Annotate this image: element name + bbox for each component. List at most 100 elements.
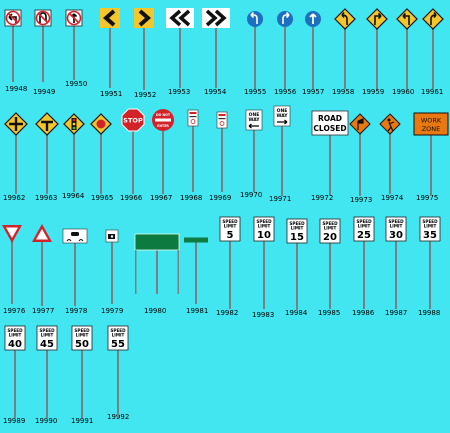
- svg-text:LIMIT: LIMIT: [76, 333, 89, 338]
- mandatory-right-icon: [277, 11, 293, 89]
- sign-19985: 19985: [0, 0, 340, 317]
- sign-code-label: 19982: [216, 309, 239, 317]
- sign-19975: 19975: [0, 0, 438, 202]
- sign-19966: 19966: [0, 0, 142, 202]
- sign-19962: 19962: [0, 0, 25, 202]
- speed-value: 25: [357, 230, 371, 241]
- sign-19951: 19951: [0, 0, 122, 98]
- sign-code-label: 19985: [318, 309, 341, 317]
- speed-value: 45: [40, 339, 54, 350]
- t-junction-warning-icon: [35, 112, 59, 194]
- sign-code-label: 19950: [65, 80, 88, 88]
- sign-19984: 19984: [0, 0, 307, 317]
- warning-curve-left-icon: [334, 8, 356, 89]
- sign-19961: 19961: [0, 0, 443, 96]
- sign-19967: 19967: [0, 0, 172, 202]
- sign-19960: 19960: [0, 0, 414, 96]
- speed-value: 15: [290, 232, 304, 243]
- sign-19978: 19978: [0, 0, 87, 315]
- svg-text:LIMIT: LIMIT: [390, 224, 403, 229]
- sign-code-label: 19974: [381, 194, 404, 202]
- sign-19969: 19969: [0, 0, 231, 202]
- stop-text: STOP: [123, 117, 143, 125]
- speed-value: 5: [227, 230, 234, 241]
- svg-text:SPEED: SPEED: [222, 219, 238, 224]
- sign-code-label: 19980: [144, 307, 167, 315]
- svg-text:LIMIT: LIMIT: [112, 333, 125, 338]
- sign-19950: 19950: [0, 0, 87, 88]
- warning-turn-left-icon: [396, 8, 418, 89]
- sign-code-label: 19953: [168, 88, 191, 96]
- no-left-turn-icon: [4, 9, 22, 82]
- mandatory-ahead-icon: [305, 11, 321, 89]
- sign-19981: 19981: [0, 0, 208, 315]
- svg-text:LIMIT: LIMIT: [291, 226, 304, 231]
- svg-text:SPEED: SPEED: [322, 221, 338, 226]
- sign-19959: 19959: [0, 0, 384, 96]
- speed-value: 40: [8, 339, 22, 350]
- speed-value: 20: [323, 232, 337, 243]
- workers-ahead-icon: [379, 113, 401, 194]
- svg-text:LIMIT: LIMIT: [258, 224, 271, 229]
- speed-value: 35: [423, 230, 437, 241]
- sign-code-label: 19948: [5, 85, 28, 93]
- sign-19990: 19990: [0, 0, 57, 425]
- sign-19988: 19988: [0, 0, 440, 317]
- sign-19974: 19974: [0, 0, 403, 202]
- svg-text:LIMIT: LIMIT: [9, 333, 22, 338]
- svg-text:SPEED: SPEED: [422, 219, 438, 224]
- sign-code-label: 19957: [302, 88, 325, 96]
- sign-19958: 19958: [0, 0, 354, 96]
- green-street-name-icon: [184, 237, 208, 304]
- sign-code-label: 19965: [91, 194, 114, 202]
- sign-code-label: 19955: [244, 88, 267, 96]
- sign-code-label: 19971: [269, 195, 292, 203]
- sign-19949: 19949: [0, 0, 55, 96]
- sign-code-label: 19973: [350, 196, 373, 204]
- double-chevron-left-icon: [166, 8, 194, 88]
- flagger-ahead-icon: [349, 113, 371, 196]
- sign-19956: 19956: [0, 0, 296, 96]
- svg-text:ONE: ONE: [249, 112, 260, 118]
- sign-19980: 19980: [0, 0, 166, 315]
- no-u-turn-icon: [34, 9, 52, 82]
- sign-code-label: 19976: [3, 307, 26, 315]
- sign-code-label: 19967: [150, 194, 173, 202]
- sign-19976: 19976: [0, 0, 25, 315]
- sign-19964: 19964: [0, 0, 84, 200]
- sign-19987: 19987: [0, 0, 407, 317]
- sign-19972: 19972: [0, 0, 333, 202]
- sign-code-label: 19987: [385, 309, 408, 317]
- sign-19977: 19977: [0, 0, 54, 315]
- svg-text:LIMIT: LIMIT: [41, 333, 54, 338]
- speed-camera-icon: [105, 229, 119, 304]
- sign-code-label: 19989: [3, 417, 26, 425]
- svg-text:LIMIT: LIMIT: [424, 224, 437, 229]
- sign-code-label: 19956: [274, 88, 297, 96]
- sign-code-label: 19988: [418, 309, 441, 317]
- sign-19983: 19983: [0, 0, 274, 319]
- sign-19963: 19963: [0, 0, 57, 202]
- sign-code-label: 19978: [65, 307, 88, 315]
- sign-code-label: 19961: [421, 88, 444, 96]
- sign-code-label: 19968: [180, 194, 203, 202]
- green-guide-sign-icon: [134, 233, 180, 294]
- sign-code-label: 19990: [35, 417, 58, 425]
- sign-code-label: 19972: [311, 194, 334, 202]
- sign-code-label: 19951: [100, 90, 123, 98]
- speed-value: 10: [257, 230, 271, 241]
- sign-code-label: 19959: [362, 88, 385, 96]
- small-regulatory-icon: [187, 109, 199, 192]
- svg-text:LIMIT: LIMIT: [324, 226, 337, 231]
- sign-code-label: 19949: [33, 88, 56, 96]
- do-not-enter-icon: DO NOT ENTER: [152, 109, 174, 194]
- sign-19991: 19991: [0, 0, 93, 425]
- signal-ahead-warning-icon: [63, 113, 85, 192]
- svg-text:SPEED: SPEED: [256, 219, 272, 224]
